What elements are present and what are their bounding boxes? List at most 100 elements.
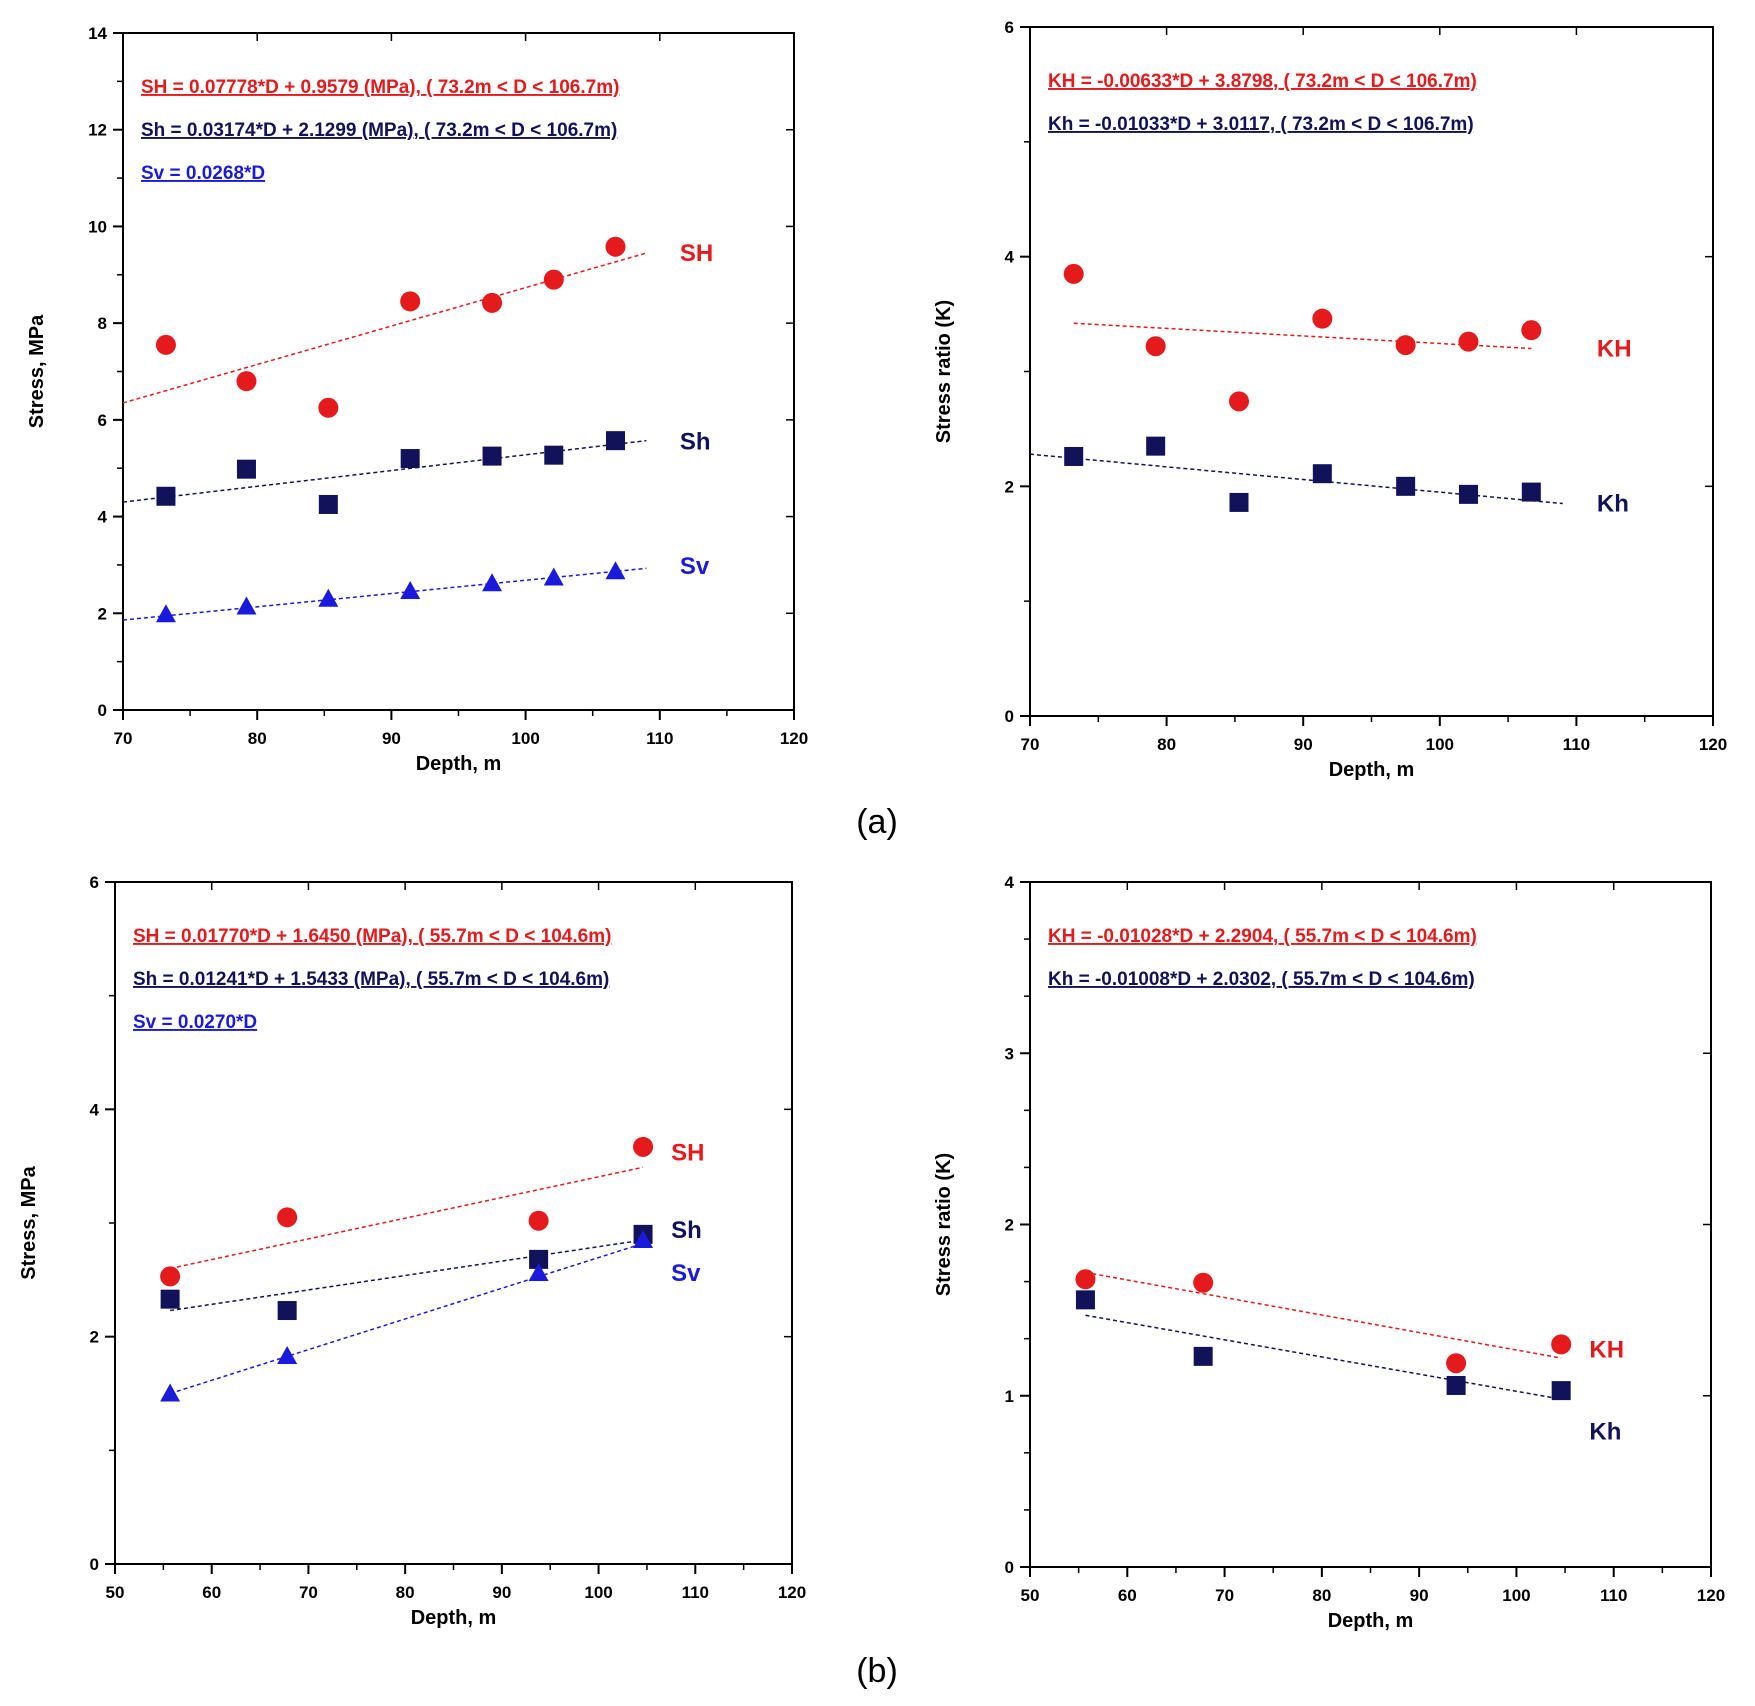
marker-sv: [160, 1383, 181, 1402]
marker-kh: [1075, 1269, 1096, 1290]
marker-sh: [160, 1289, 180, 1309]
marker-kh: [1193, 1346, 1213, 1366]
x-tick-label: 80: [248, 729, 267, 748]
marker-sh: [236, 371, 257, 392]
y-tick-label: 0: [98, 701, 107, 720]
marker-kh: [1446, 1375, 1466, 1395]
marker-kh: [1312, 308, 1333, 329]
marker-sh: [156, 486, 176, 506]
y-tick-label: 2: [1005, 1216, 1014, 1235]
series-label-sh: Sh: [671, 1217, 702, 1244]
fit-line-sv: [122, 567, 647, 621]
y-tick-label: 4: [1005, 248, 1015, 267]
fit-line-sh: [122, 252, 647, 404]
y-tick-label: 10: [88, 217, 107, 236]
y-tick-label: 2: [98, 604, 107, 623]
x-axis-label: Depth, m: [416, 753, 502, 775]
marker-kh: [1395, 335, 1416, 356]
stress-ratio-chart: 0 1 2 3 4 50 60 70 80 90 100 110 120 Depth, m Stress r…: [933, 873, 1725, 1632]
y-tick-label: 4: [90, 1100, 100, 1119]
marker-sh: [543, 269, 564, 290]
y-tick-label: 4: [98, 508, 108, 527]
fit-line-sh: [170, 1239, 644, 1312]
x-tick-label: 120: [778, 1583, 806, 1602]
marker-sv: [318, 588, 339, 607]
marker-kh: [1396, 476, 1416, 496]
equation-sh: Sh = 0.01241*D + 1.5433 (MPa), ( 55.7m <…: [133, 969, 609, 990]
marker-kh: [1458, 484, 1478, 504]
equation-sh: Kh = -0.01008*D + 2.0302, ( 55.7m < D < …: [1048, 969, 1475, 990]
stress-chart: 0 2 4 6 50 60 70 80 90 100 110 120 Depth, m Stress, M…: [18, 873, 806, 1629]
series-label-sh: SH: [671, 1140, 704, 1167]
panel-caption: (b): [856, 1652, 898, 1690]
y-tick-label: 0: [90, 1555, 99, 1574]
panel-a: (a) 0 2 4 6 8 10 12 14 70 80 90 100 110 120 Depth, m Str…: [26, 18, 1727, 841]
fit-line-sh: [122, 439, 647, 503]
marker-sh: [528, 1210, 549, 1231]
marker-sv: [236, 596, 257, 615]
x-tick-label: 80: [396, 1583, 415, 1602]
y-tick-label: 4: [1005, 873, 1015, 892]
x-tick-label: 50: [106, 1583, 125, 1602]
x-tick-label: 80: [1312, 1586, 1331, 1605]
marker-sh: [400, 291, 421, 312]
fit-line-sh: [169, 1166, 644, 1270]
marker-kh: [1146, 436, 1166, 456]
marker-sh: [633, 1136, 654, 1157]
x-tick-label: 50: [1021, 1586, 1040, 1605]
x-tick-label: 100: [1502, 1586, 1530, 1605]
marker-kh: [1458, 331, 1479, 352]
x-tick-label: 90: [492, 1583, 511, 1602]
x-tick-label: 100: [584, 1583, 612, 1602]
equation-sv: Sv = 0.0268*D: [141, 163, 265, 184]
marker-sv: [605, 561, 626, 580]
y-tick-label: 3: [1005, 1044, 1014, 1063]
x-tick-label: 120: [1699, 735, 1727, 754]
marker-kh: [1229, 492, 1249, 512]
stress-chart: 0 2 4 6 8 10 12 14 70 80 90 100 110 120 Depth, m Stress…: [26, 24, 808, 775]
x-tick-label: 70: [1215, 1586, 1234, 1605]
series-label-kh: Kh: [1597, 491, 1629, 518]
series-label-sh: Sh: [680, 429, 711, 456]
y-tick-label: 2: [90, 1328, 99, 1347]
fit-line-kh: [1085, 1271, 1562, 1359]
equation-sh: SH = 0.07778*D + 0.9579 (MPa), ( 73.2m <…: [141, 77, 619, 98]
marker-kh: [1145, 336, 1166, 357]
marker-sv: [482, 573, 503, 592]
y-tick-label: 6: [90, 873, 99, 892]
x-tick-label: 70: [299, 1583, 318, 1602]
y-axis-label: Stress, MPa: [18, 1165, 40, 1279]
marker-sh: [318, 494, 338, 514]
equation-sv: Sv = 0.0270*D: [133, 1012, 257, 1033]
x-tick-label: 90: [1294, 735, 1313, 754]
x-tick-label: 100: [511, 729, 539, 748]
y-tick-label: 1: [1005, 1387, 1014, 1406]
x-tick-label: 90: [382, 729, 401, 748]
marker-sh: [544, 445, 564, 465]
x-tick-label: 90: [1410, 1586, 1429, 1605]
marker-sh: [277, 1301, 297, 1321]
y-axis-label: Stress ratio (K): [933, 300, 955, 443]
marker-sh: [529, 1249, 549, 1269]
marker-kh: [1521, 482, 1541, 502]
x-tick-label: 80: [1157, 735, 1176, 754]
equation-sh: SH = 0.01770*D + 1.6450 (MPa), ( 55.7m <…: [133, 926, 611, 947]
y-tick-label: 14: [88, 24, 107, 43]
series-label-sh: SH: [680, 240, 713, 267]
marker-kh: [1551, 1334, 1572, 1355]
marker-kh: [1075, 1290, 1095, 1310]
marker-sv: [543, 567, 564, 586]
marker-kh: [1228, 391, 1249, 412]
marker-sh: [160, 1266, 181, 1287]
x-tick-label: 110: [1563, 735, 1590, 754]
marker-kh: [1446, 1353, 1467, 1374]
y-tick-label: 6: [1005, 18, 1014, 37]
equation-sh: Kh = -0.01033*D + 3.0117, ( 73.2m < D < …: [1048, 114, 1474, 135]
series-label-kh: KH: [1597, 336, 1632, 363]
x-tick-label: 110: [682, 1583, 709, 1602]
equation-sh: KH = -0.00633*D + 3.8798, ( 73.2m < D < …: [1048, 71, 1477, 92]
series-label-kh: KH: [1589, 1337, 1624, 1364]
x-tick-label: 110: [646, 729, 673, 748]
equation-sh: KH = -0.01028*D + 2.2904, ( 55.7m < D < …: [1048, 926, 1477, 947]
